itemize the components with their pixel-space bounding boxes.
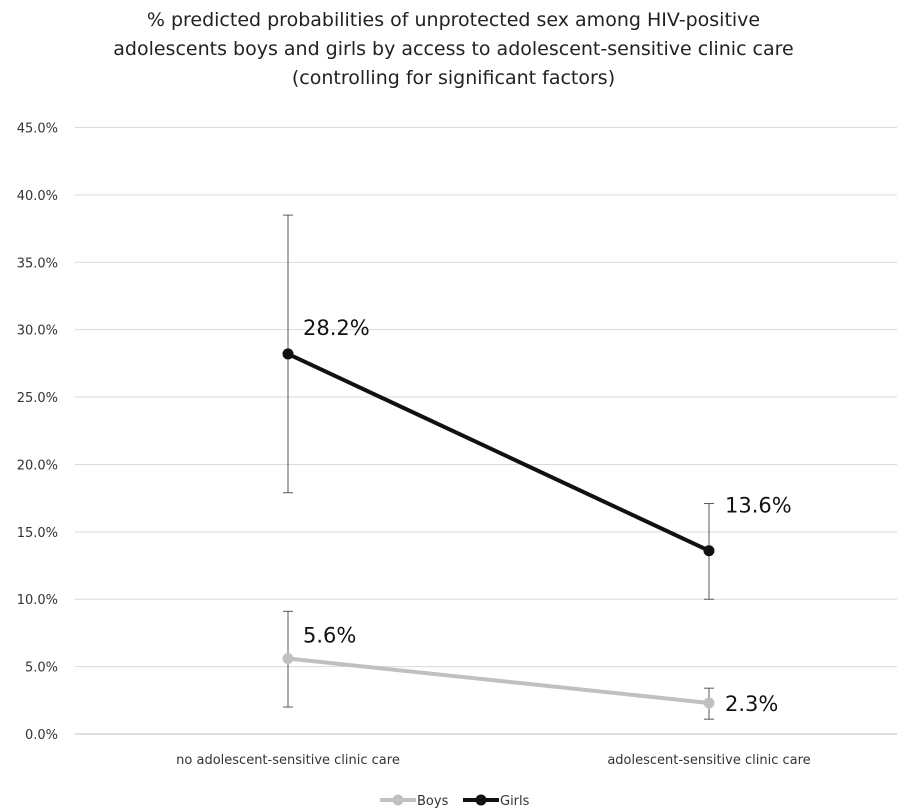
legend-marker-girls — [475, 794, 487, 806]
series-line-girls — [286, 351, 711, 553]
chart-title-line-2: adolescents boys and girls by access to … — [113, 38, 794, 60]
y-tick-label: 10.0% — [17, 593, 58, 608]
y-tick-label: 25.0% — [17, 391, 58, 406]
series-line-boys — [286, 656, 711, 706]
y-tick-label: 0.0% — [25, 728, 58, 743]
legend-marker-boys — [392, 794, 404, 806]
data-label: 5.6% — [303, 624, 356, 648]
data-label: 2.3% — [725, 692, 778, 716]
data-point — [703, 697, 715, 709]
y-tick-label: 30.0% — [17, 324, 58, 339]
y-tick-label: 45.0% — [17, 122, 58, 137]
y-tick-label: 5.0% — [25, 661, 58, 676]
y-tick-label: 15.0% — [17, 526, 58, 541]
y-tick-label: 35.0% — [17, 256, 58, 271]
data-label: 28.2% — [303, 316, 370, 340]
x-category-label: no adolescent-sensitive clinic care — [176, 753, 400, 768]
data-label: 13.6% — [725, 494, 792, 518]
y-tick-label: 20.0% — [17, 458, 58, 473]
data-point — [282, 653, 294, 665]
chart-title: % predicted probabilities of unprotected… — [0, 6, 907, 93]
data-point — [282, 348, 294, 360]
legend-label-girls: Girls — [500, 794, 530, 809]
data-point — [703, 545, 715, 557]
legend-label-boys: Boys — [417, 794, 449, 809]
chart-title-line-1: % predicted probabilities of unprotected… — [146, 9, 761, 31]
chart-title-line-3: (controlling for significant factors) — [291, 67, 616, 89]
x-category-label: adolescent-sensitive clinic care — [607, 753, 810, 768]
y-tick-label: 40.0% — [17, 189, 58, 204]
